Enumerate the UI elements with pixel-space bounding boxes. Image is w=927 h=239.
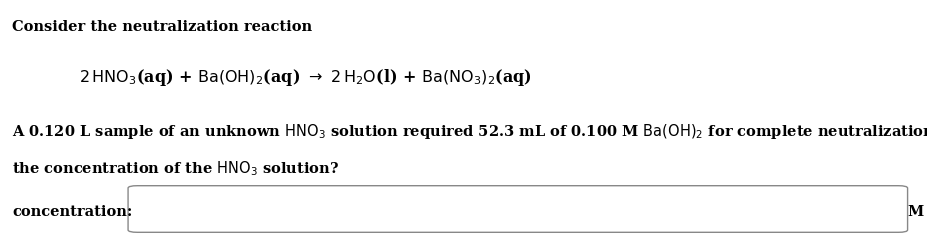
Text: A 0.120 L sample of an unknown $\mathrm{HNO_3}$ solution required 52.3 mL of 0.1: A 0.120 L sample of an unknown $\mathrm{…	[12, 122, 927, 141]
Text: M: M	[907, 205, 923, 218]
Text: $2\,\mathrm{HNO_3}$(aq) + $\mathrm{Ba(OH)_2}$(aq) $\rightarrow$ $2\,\mathrm{H_2O: $2\,\mathrm{HNO_3}$(aq) + $\mathrm{Ba(OH…	[79, 67, 531, 88]
Text: concentration:: concentration:	[12, 205, 133, 218]
Text: Consider the neutralization reaction: Consider the neutralization reaction	[12, 20, 311, 34]
Text: the concentration of the $\mathrm{HNO_3}$ solution?: the concentration of the $\mathrm{HNO_3}…	[12, 159, 338, 178]
FancyBboxPatch shape	[128, 186, 907, 232]
